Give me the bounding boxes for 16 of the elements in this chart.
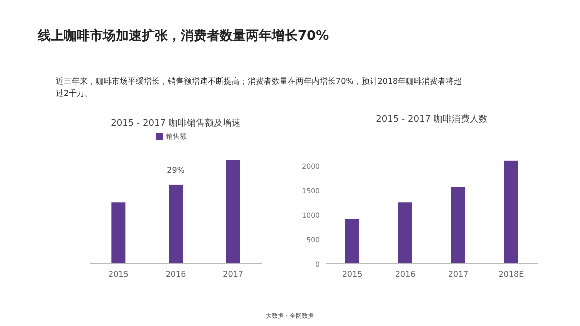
chart-title: 2015 - 2017 咖啡消费人数	[376, 114, 488, 125]
bar	[346, 219, 360, 264]
bar	[504, 160, 518, 264]
bar	[398, 202, 412, 264]
text: 线上咖啡市场加速扩张，消费者数量两年增长70%	[37, 28, 330, 44]
chart-title: 2015 - 2017 咖啡销售额及增速	[111, 118, 241, 129]
x-tick-label: 2017	[223, 270, 244, 279]
x-tick-label: 2016	[166, 270, 186, 279]
text: 近三年来，咖啡市场平缓增长，销售额增速不断提高；消费者数量在两年内增长70%，预计2018年咖啡消费者将超过2千万。	[56, 77, 462, 98]
x-tick-label: 2016	[395, 270, 416, 279]
x-tick-label: 2017	[448, 270, 469, 279]
x-tick-label: 2018E	[498, 270, 524, 279]
x-tick-label: 2015	[342, 270, 363, 279]
x-tick-label: 2015	[108, 270, 129, 279]
bar	[452, 187, 466, 264]
annotation: 29%	[167, 166, 186, 175]
